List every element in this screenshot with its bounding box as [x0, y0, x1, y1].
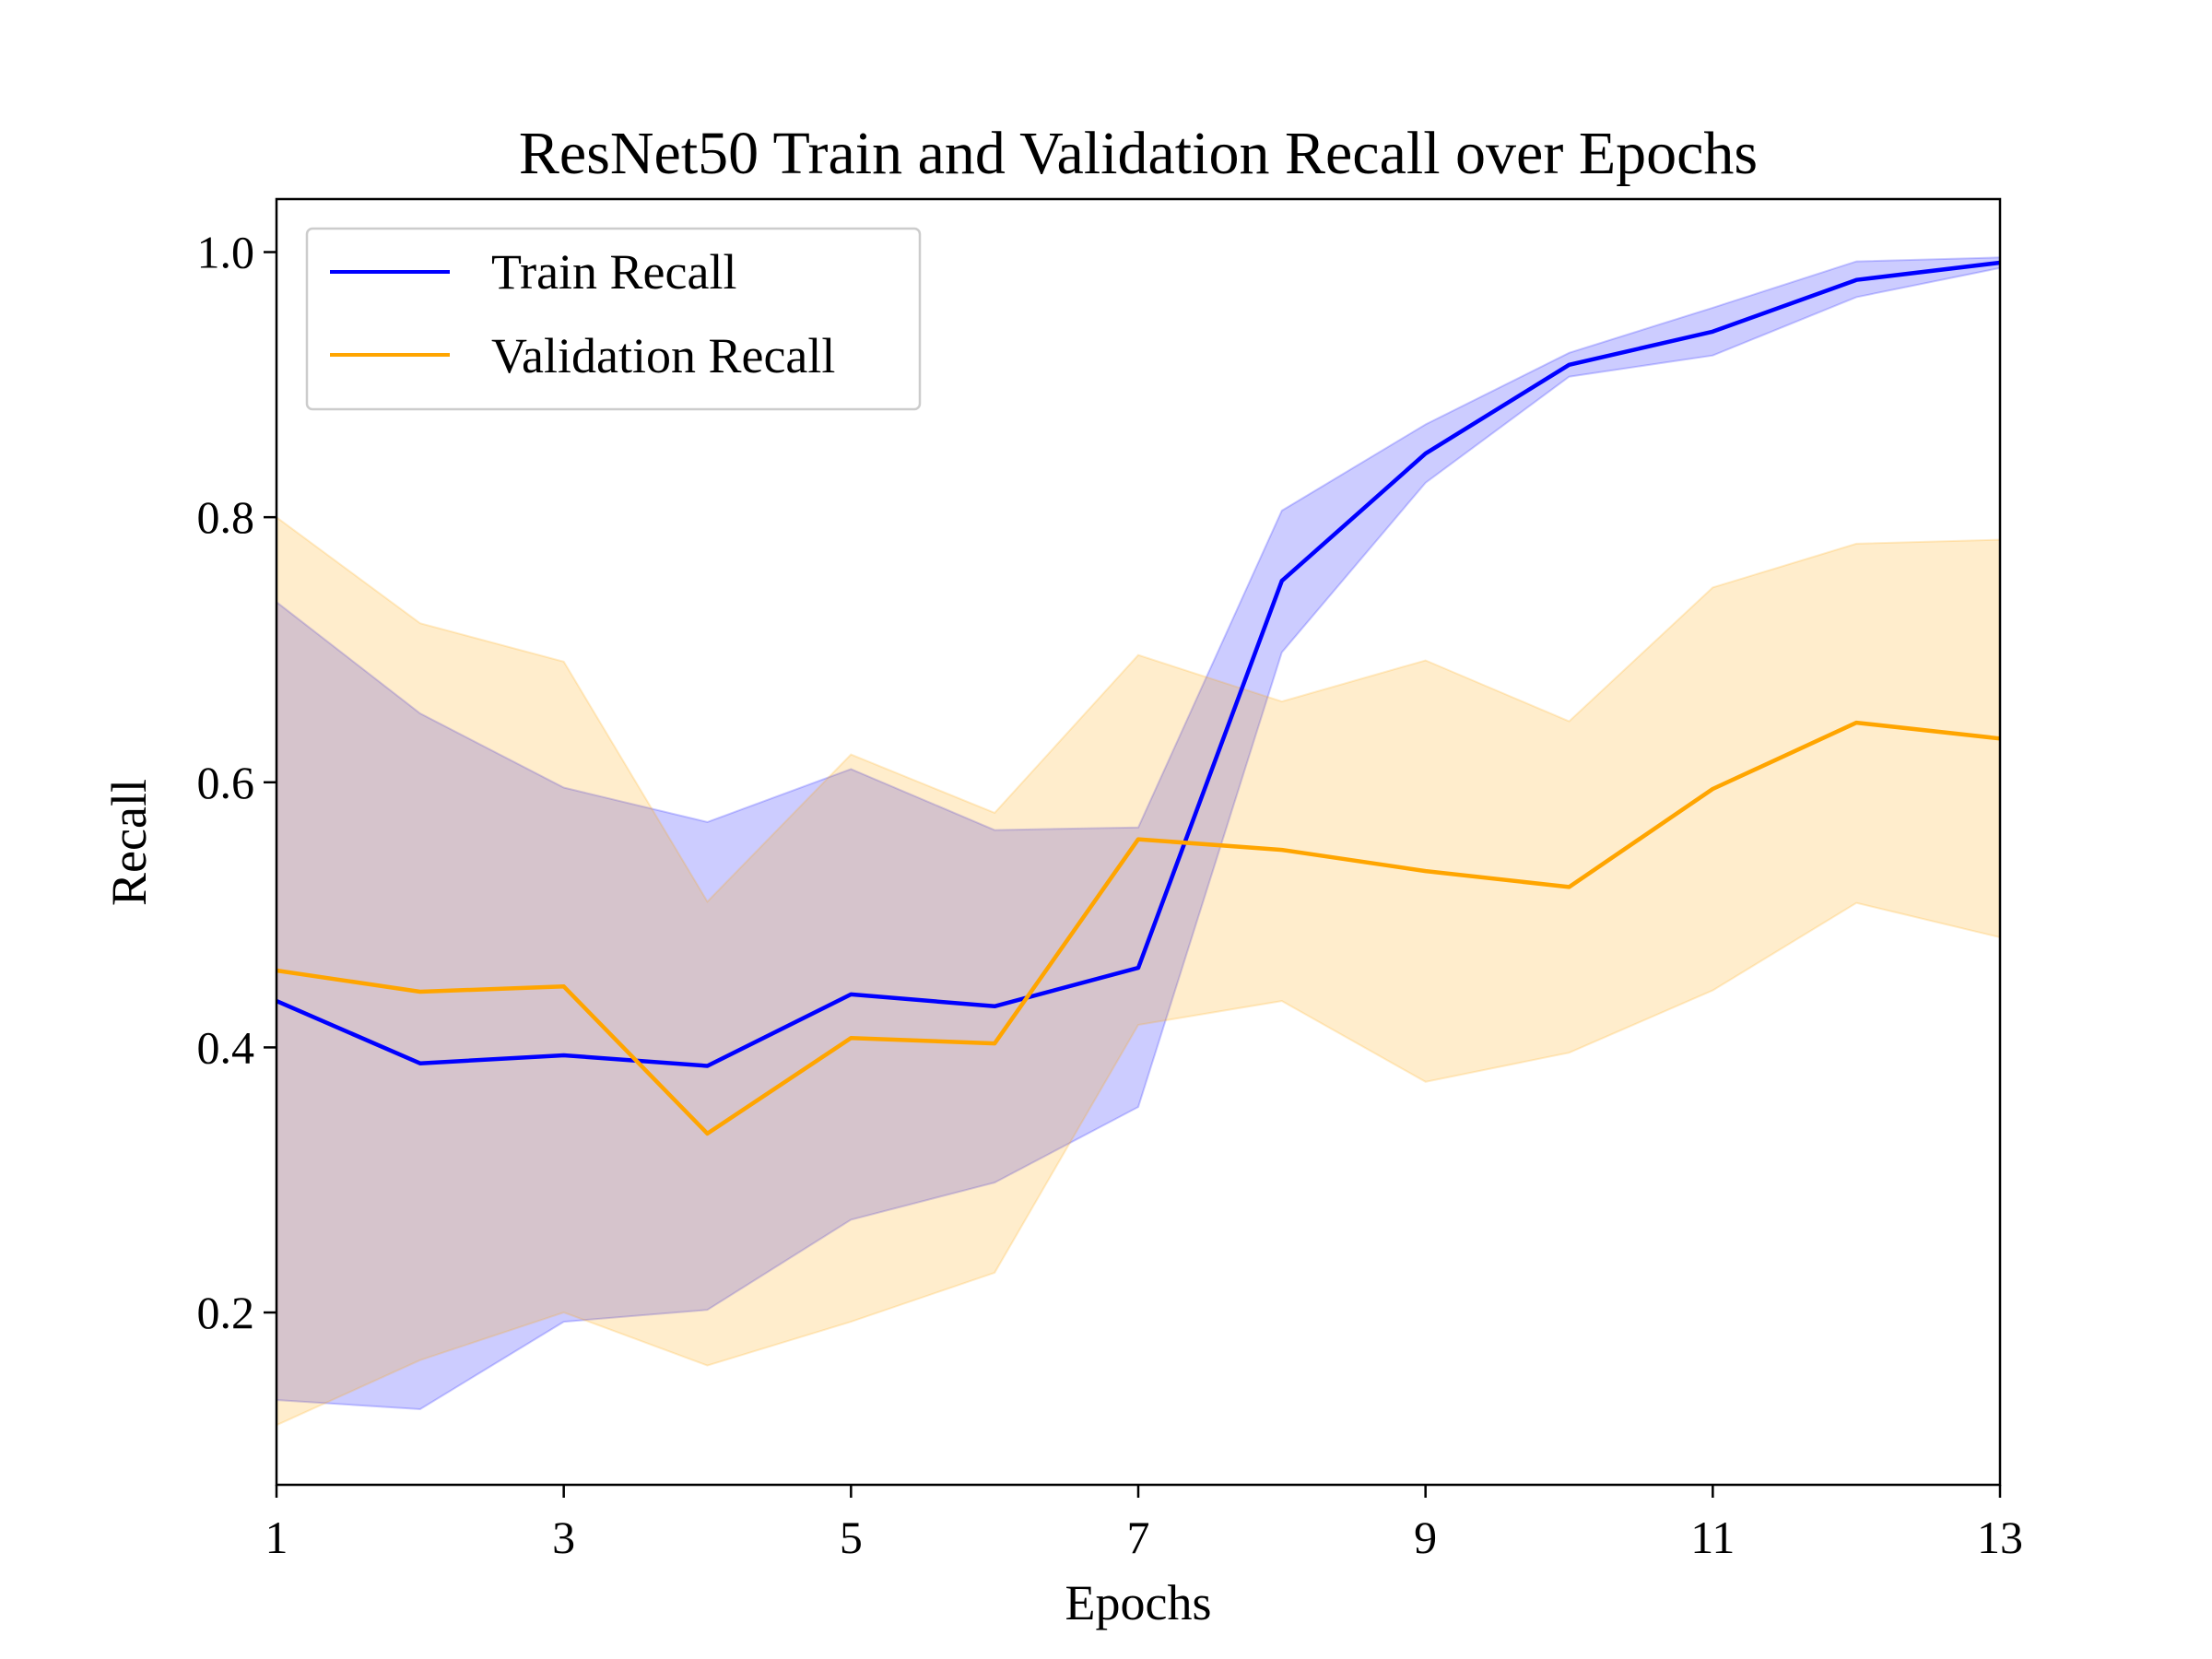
x-axis-label: Epochs — [1065, 1575, 1212, 1630]
y-tick-label: 0.4 — [197, 1021, 255, 1073]
y-tick-label: 0.6 — [197, 757, 255, 808]
x-tick-label: 3 — [552, 1512, 575, 1563]
x-tick-label: 13 — [1977, 1512, 2023, 1563]
x-axis: 1 3 5 7 9 11 13 — [265, 1485, 2023, 1563]
x-tick-label: 11 — [1690, 1512, 1735, 1563]
y-tick-label: 1.0 — [197, 227, 255, 278]
x-tick-label: 5 — [840, 1512, 863, 1563]
legend-label-train-recall: Train Recall — [491, 244, 736, 300]
validation-recall-band — [276, 515, 2001, 1427]
legend-box — [305, 227, 922, 411]
x-tick-label: 9 — [1414, 1512, 1437, 1563]
y-axis-label: Recall — [101, 779, 157, 906]
train-recall-line — [276, 260, 2001, 1068]
legend: Train Recall Validation Recall — [305, 227, 922, 411]
series-lines — [276, 260, 2001, 1136]
legend-label-validation-recall: Validation Recall — [491, 328, 835, 383]
chart-title: ResNet50 Train and Validation Recall ove… — [519, 120, 1758, 187]
y-tick-label: 0.2 — [197, 1287, 255, 1338]
x-tick-label: 1 — [265, 1512, 288, 1563]
validation-recall-line — [276, 720, 2001, 1136]
y-axis: 0.2 0.4 0.6 0.8 1.0 — [197, 227, 276, 1338]
y-tick-label: 0.8 — [197, 491, 255, 543]
x-tick-label: 7 — [1127, 1512, 1150, 1563]
